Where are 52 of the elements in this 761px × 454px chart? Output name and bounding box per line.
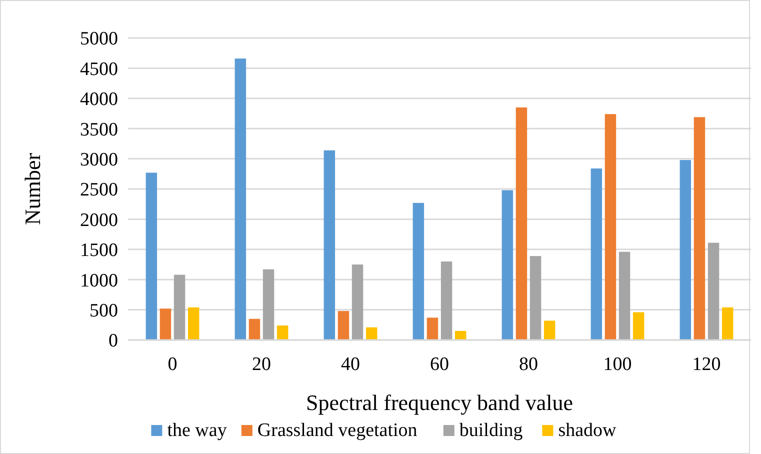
bar (708, 242, 720, 340)
bar (262, 269, 274, 340)
bar (632, 312, 644, 340)
y-tick-label: 1500 (80, 240, 118, 262)
y-tick-label: 0 (108, 330, 118, 352)
y-tick-label: 5000 (80, 28, 118, 50)
legend-label: the way (167, 420, 228, 441)
bar (680, 160, 692, 340)
x-tick-label: 20 (252, 354, 271, 375)
bar (722, 307, 734, 340)
y-tick-label: 4000 (80, 89, 118, 110)
legend-label: Grassland vegetation (257, 420, 418, 441)
y-tick-label: 4500 (80, 58, 118, 80)
y-tick-label: 2000 (80, 210, 118, 231)
bar (544, 320, 556, 340)
legend-label: shadow (558, 420, 617, 441)
bar (502, 190, 514, 340)
bar (366, 327, 378, 340)
bar (174, 274, 186, 340)
x-axis-title: Spectral frequency band value (306, 390, 573, 415)
bar (590, 168, 602, 340)
y-tick-label: 2500 (80, 180, 118, 201)
bar (352, 264, 364, 340)
y-tick-label: 3000 (80, 149, 118, 170)
bar (516, 107, 528, 340)
bar (146, 172, 158, 340)
bar (412, 202, 424, 340)
x-tick-label: 60 (430, 354, 449, 375)
bar (440, 261, 452, 340)
bar (276, 326, 288, 340)
bar (234, 58, 246, 340)
x-tick-label: 40 (341, 354, 360, 375)
bar (426, 318, 438, 340)
y-tick-label: 3500 (80, 119, 118, 140)
x-tick-label: 100 (603, 354, 632, 375)
x-tick-label: 120 (692, 354, 721, 375)
x-tick-label: 0 (168, 354, 178, 375)
legend-label: building (459, 420, 524, 441)
y-axis-title: Number (20, 152, 45, 226)
y-tick-label: 1000 (80, 270, 118, 292)
bar (188, 307, 200, 340)
bar (694, 117, 706, 340)
y-tick-label: 500 (90, 300, 118, 322)
bar (618, 252, 630, 340)
bar (160, 308, 172, 340)
bar (248, 318, 260, 340)
bar (454, 330, 466, 340)
x-tick-label: 80 (519, 354, 538, 375)
bar (604, 114, 616, 340)
bar (530, 256, 542, 340)
bar (338, 311, 350, 340)
bar (324, 150, 336, 340)
